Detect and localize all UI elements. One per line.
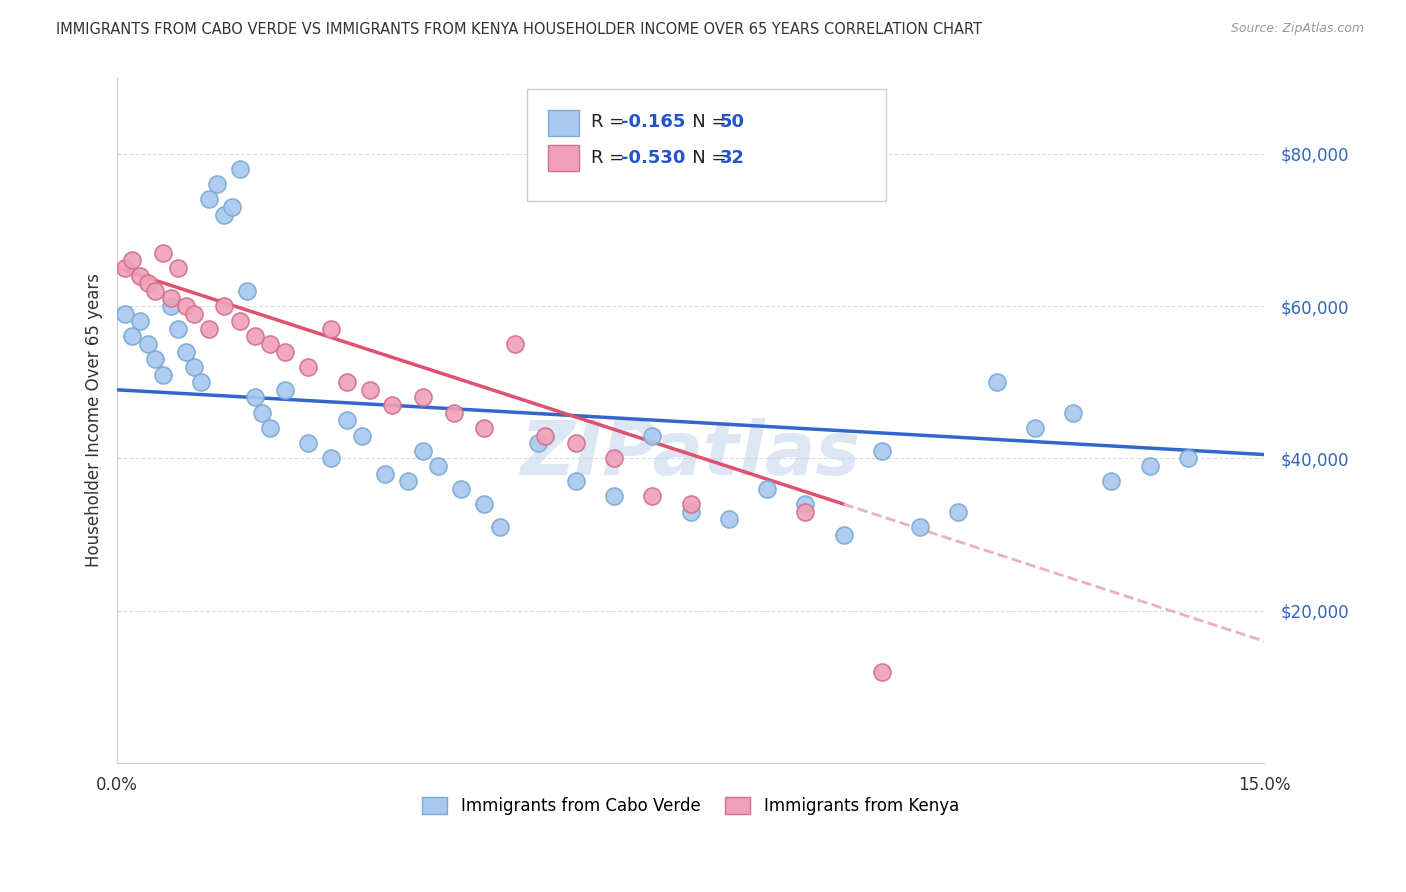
Point (336, 413, 359, 427)
Point (228, 314, 250, 328)
Point (114, 260, 136, 275)
Point (145, 352, 167, 367)
Point (221, 200, 243, 214)
Point (198, 192, 221, 206)
Point (948, 505, 970, 519)
Y-axis label: Householder Income Over 65 years: Householder Income Over 65 years (86, 273, 103, 567)
Point (526, 436, 548, 450)
Point (321, 451, 343, 466)
Point (167, 260, 190, 275)
Text: IMMIGRANTS FROM CABO VERDE VS IMMIGRANTS FROM KENYA HOUSEHOLDER INCOME OVER 65 Y: IMMIGRANTS FROM CABO VERDE VS IMMIGRANTS… (56, 22, 983, 37)
Point (152, 368, 174, 382)
Point (679, 505, 702, 519)
Point (174, 299, 197, 313)
Point (121, 253, 143, 268)
Point (794, 505, 817, 519)
Point (136, 337, 159, 351)
Point (183, 359, 205, 374)
Text: R =: R = (591, 113, 630, 131)
Point (152, 245, 174, 260)
Point (336, 375, 359, 389)
Point (174, 344, 197, 359)
Point (259, 337, 281, 351)
Point (603, 490, 626, 504)
Point (159, 292, 181, 306)
Point (145, 284, 167, 298)
Text: N =: N = (675, 113, 733, 131)
Point (472, 421, 495, 435)
Text: -0.165: -0.165 (621, 113, 686, 131)
Text: ZIPatlas: ZIPatlas (520, 418, 860, 491)
Point (121, 329, 143, 343)
Text: 32: 32 (720, 149, 745, 167)
Point (183, 307, 205, 321)
Point (228, 161, 250, 176)
Point (908, 520, 931, 534)
Point (274, 344, 297, 359)
Point (114, 307, 136, 321)
Point (374, 467, 396, 481)
Point (252, 406, 274, 420)
Point (129, 314, 152, 328)
Point (167, 322, 190, 336)
Point (350, 428, 373, 442)
Point (212, 208, 235, 222)
Point (794, 497, 817, 511)
Point (717, 512, 740, 526)
Point (136, 276, 159, 290)
Point (190, 375, 212, 389)
Text: N =: N = (675, 149, 733, 167)
Point (1177, 451, 1199, 466)
Point (450, 482, 472, 496)
Point (443, 406, 465, 420)
Point (274, 383, 297, 397)
Point (198, 322, 221, 336)
Point (472, 497, 495, 511)
Point (832, 527, 855, 541)
Point (503, 337, 526, 351)
Point (565, 475, 588, 489)
Point (396, 475, 419, 489)
Point (243, 391, 266, 405)
Text: -0.530: -0.530 (621, 149, 686, 167)
Text: 50: 50 (720, 113, 745, 131)
Point (1062, 406, 1084, 420)
Text: Source: ZipAtlas.com: Source: ZipAtlas.com (1230, 22, 1364, 36)
Point (986, 375, 1008, 389)
Point (259, 421, 281, 435)
Point (870, 665, 893, 679)
Legend: Immigrants from Cabo Verde, Immigrants from Kenya: Immigrants from Cabo Verde, Immigrants f… (413, 789, 967, 823)
Point (359, 383, 381, 397)
Point (488, 520, 510, 534)
Text: R =: R = (591, 149, 630, 167)
Point (641, 490, 664, 504)
Point (236, 284, 259, 298)
Point (243, 329, 266, 343)
Point (159, 299, 181, 313)
Point (412, 443, 434, 458)
Point (129, 268, 152, 283)
Point (427, 458, 450, 473)
Point (870, 443, 893, 458)
Point (641, 428, 664, 442)
Point (205, 177, 228, 191)
Point (565, 436, 588, 450)
Point (679, 497, 702, 511)
Point (212, 299, 235, 313)
Point (297, 359, 319, 374)
Point (412, 391, 434, 405)
Point (321, 322, 343, 336)
Point (603, 451, 626, 466)
Point (1024, 421, 1046, 435)
Point (756, 482, 779, 496)
Point (1139, 458, 1161, 473)
Point (1099, 475, 1122, 489)
Point (534, 428, 557, 442)
Point (297, 436, 319, 450)
Point (381, 398, 404, 412)
